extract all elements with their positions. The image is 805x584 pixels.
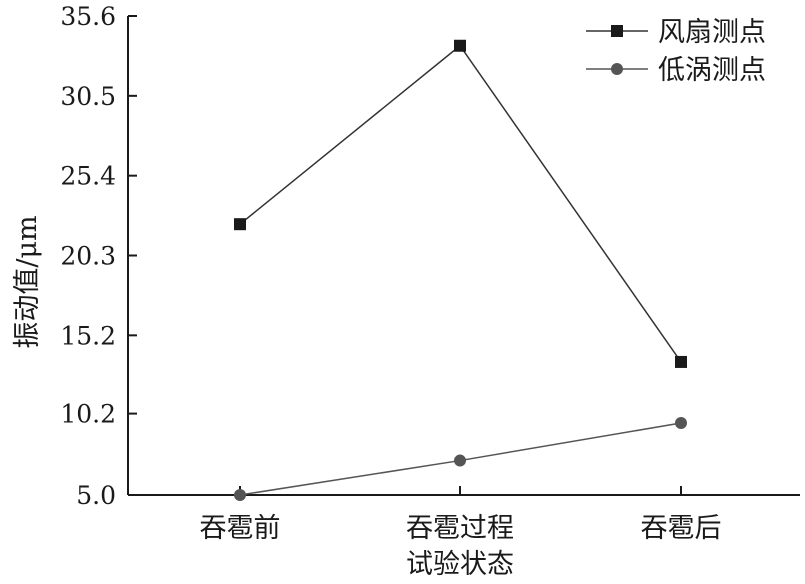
y-axis-label: 振动值/μm [12,215,43,348]
y-tick-label: 30.5 [60,82,116,111]
series-line-1 [239,44,682,363]
data-point-circle [234,489,246,501]
x-tick-label: 吞雹过程 [406,513,514,544]
y-tick-label: 35.6 [60,2,116,31]
data-point-square [234,218,246,231]
legend-marker-circle [611,63,623,75]
x-tick-label: 试验状态 [406,549,514,580]
data-point-square [675,355,687,368]
x-tick-label: 吞雹前 [200,513,281,544]
y-tick-label: 5.0 [76,481,116,510]
x-tick-label: 吞雹后 [641,513,722,544]
data-point-circle [454,454,466,467]
series-layer [234,39,687,501]
y-tick-label: 10.2 [60,400,116,429]
data-point-square [454,39,466,52]
data-point-circle [675,416,687,429]
legend-label: 风扇测点 [658,17,766,48]
y-tick-label: 15.2 [60,321,116,350]
y-tick-label: 20.3 [60,242,116,271]
y-tick-label: 25.4 [60,162,116,191]
y-ticks: 5.0 10.2 15.2 20.3 25.4 30.5 35.6 [60,2,137,510]
legend-marker-square [611,25,623,37]
axes [127,16,800,496]
legend-label: 低涡测点 [658,55,766,86]
